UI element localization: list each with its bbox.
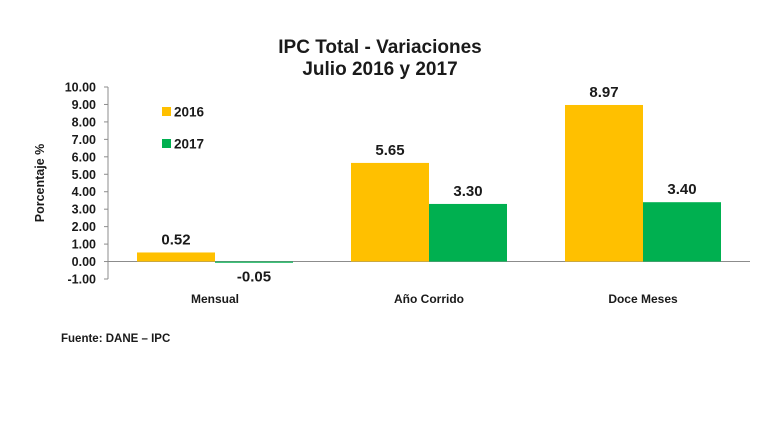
category-labels: Mensual Año Corrido Doce Meses <box>191 292 678 306</box>
y-tick-label: 3.00 <box>72 203 96 217</box>
bar-2016-1 <box>137 252 215 262</box>
y-tick-label: 8.00 <box>72 115 96 129</box>
legend-swatch-2017 <box>162 139 171 148</box>
y-axis-title: Porcentaje % <box>33 144 47 223</box>
category-label: Año Corrido <box>394 292 464 306</box>
bars <box>137 104 721 263</box>
data-label-2016-1: 0.52 <box>161 231 190 248</box>
y-tick-label: 4.00 <box>72 185 96 199</box>
y-tick-label: 9.00 <box>72 98 96 112</box>
y-tick-label: 1.00 <box>72 238 96 252</box>
bar-2017-2 <box>429 203 507 262</box>
category-label: Doce Meses <box>608 292 678 306</box>
y-tick-label: 5.00 <box>72 168 96 182</box>
source-note: Fuente: DANE – IPC <box>61 333 171 345</box>
bar-2016-3 <box>565 104 643 262</box>
y-tick-label: 0.00 <box>72 255 96 269</box>
legend-label-2016: 2016 <box>174 105 205 120</box>
bar-2016-2 <box>351 162 429 262</box>
legend: 2016 2017 <box>162 105 205 152</box>
data-labels: 0.52 -0.05 5.65 3.30 8.97 3.40 <box>161 84 696 286</box>
y-tick-label: 7.00 <box>72 133 96 147</box>
data-label-2017-2: 3.30 <box>453 183 482 200</box>
y-tick-label: -1.00 <box>68 273 97 287</box>
y-tick-label: 2.00 <box>72 220 96 234</box>
bar-2017-3 <box>643 202 721 262</box>
legend-label-2017: 2017 <box>174 137 204 152</box>
category-label: Mensual <box>191 292 239 306</box>
chart-title-line-2: Julio 2016 y 2017 <box>302 59 457 80</box>
data-label-2017-1: -0.05 <box>237 269 271 286</box>
data-label-2016-3: 8.97 <box>589 84 618 101</box>
data-label-2016-2: 5.65 <box>375 142 404 159</box>
y-tick-label: 10.00 <box>65 81 96 95</box>
y-tick-label: 6.00 <box>72 150 96 164</box>
data-label-2017-3: 3.40 <box>667 181 696 198</box>
chart-title-line-1: IPC Total - Variaciones <box>278 37 481 58</box>
legend-swatch-2016 <box>162 107 171 116</box>
bar-2017-1 <box>215 261 293 263</box>
